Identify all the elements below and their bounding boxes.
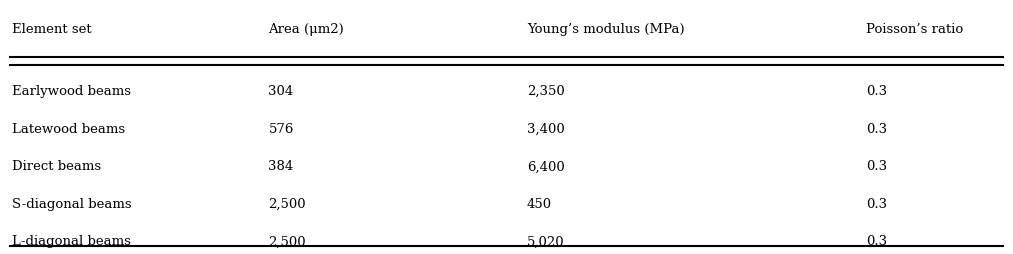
Text: Latewood beams: Latewood beams (12, 123, 126, 136)
Text: 0.3: 0.3 (866, 123, 887, 136)
Text: L-diagonal beams: L-diagonal beams (12, 235, 131, 248)
Text: 2,350: 2,350 (527, 85, 564, 98)
Text: 6,400: 6,400 (527, 160, 564, 173)
Text: 2,500: 2,500 (268, 235, 306, 248)
Text: Area (μm2): Area (μm2) (268, 23, 344, 36)
Text: 450: 450 (527, 198, 552, 211)
Text: Young’s modulus (MPa): Young’s modulus (MPa) (527, 23, 685, 36)
Text: S-diagonal beams: S-diagonal beams (12, 198, 132, 211)
Text: Direct beams: Direct beams (12, 160, 101, 173)
Text: Poisson’s ratio: Poisson’s ratio (866, 23, 963, 36)
Text: Element set: Element set (12, 23, 92, 36)
Text: 2,500: 2,500 (268, 198, 306, 211)
Text: 576: 576 (268, 123, 294, 136)
Text: Earlywood beams: Earlywood beams (12, 85, 131, 98)
Text: 0.3: 0.3 (866, 235, 887, 248)
Text: 5,020: 5,020 (527, 235, 564, 248)
Text: 0.3: 0.3 (866, 85, 887, 98)
Text: 3,400: 3,400 (527, 123, 564, 136)
Text: 384: 384 (268, 160, 294, 173)
Text: 304: 304 (268, 85, 294, 98)
Text: 0.3: 0.3 (866, 198, 887, 211)
Text: 0.3: 0.3 (866, 160, 887, 173)
